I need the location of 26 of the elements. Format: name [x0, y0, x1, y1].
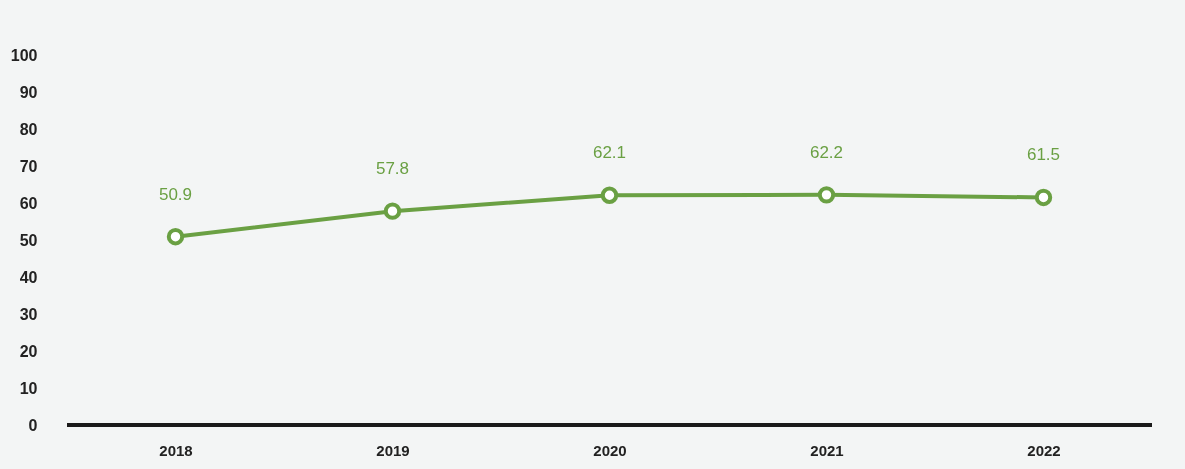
- y-tick-label: 10: [19, 379, 38, 397]
- y-tick-label: 0: [28, 416, 38, 434]
- y-tick-label: 100: [10, 46, 38, 64]
- data-label: 57.8: [375, 159, 410, 179]
- y-tick-label: 30: [19, 305, 38, 323]
- y-tick-label: 20: [19, 342, 38, 360]
- x-tick-label: 2022: [1027, 441, 1061, 459]
- x-tick-label: 2020: [593, 441, 627, 459]
- point: [1034, 188, 1053, 207]
- y-tick-label: 70: [19, 157, 38, 175]
- y-tick-label: 40: [19, 268, 38, 286]
- x-tick-label: 2018: [159, 441, 193, 459]
- x-tick-label: 2019: [376, 441, 410, 459]
- x-tick-label: 2021: [810, 441, 844, 459]
- point: [383, 202, 402, 220]
- data-label: 62.2: [809, 142, 844, 162]
- data-label: 62.1: [592, 143, 627, 163]
- y-tick-label: 60: [19, 194, 38, 212]
- data-label: 50.9: [158, 184, 193, 204]
- point: [600, 186, 619, 204]
- y-tick-label: 80: [19, 120, 38, 138]
- data-label: 61.5: [1026, 145, 1061, 165]
- point: [817, 186, 836, 204]
- point: [166, 227, 185, 246]
- y-tick-label: 90: [19, 83, 38, 101]
- y-tick-label: 50: [19, 231, 38, 249]
